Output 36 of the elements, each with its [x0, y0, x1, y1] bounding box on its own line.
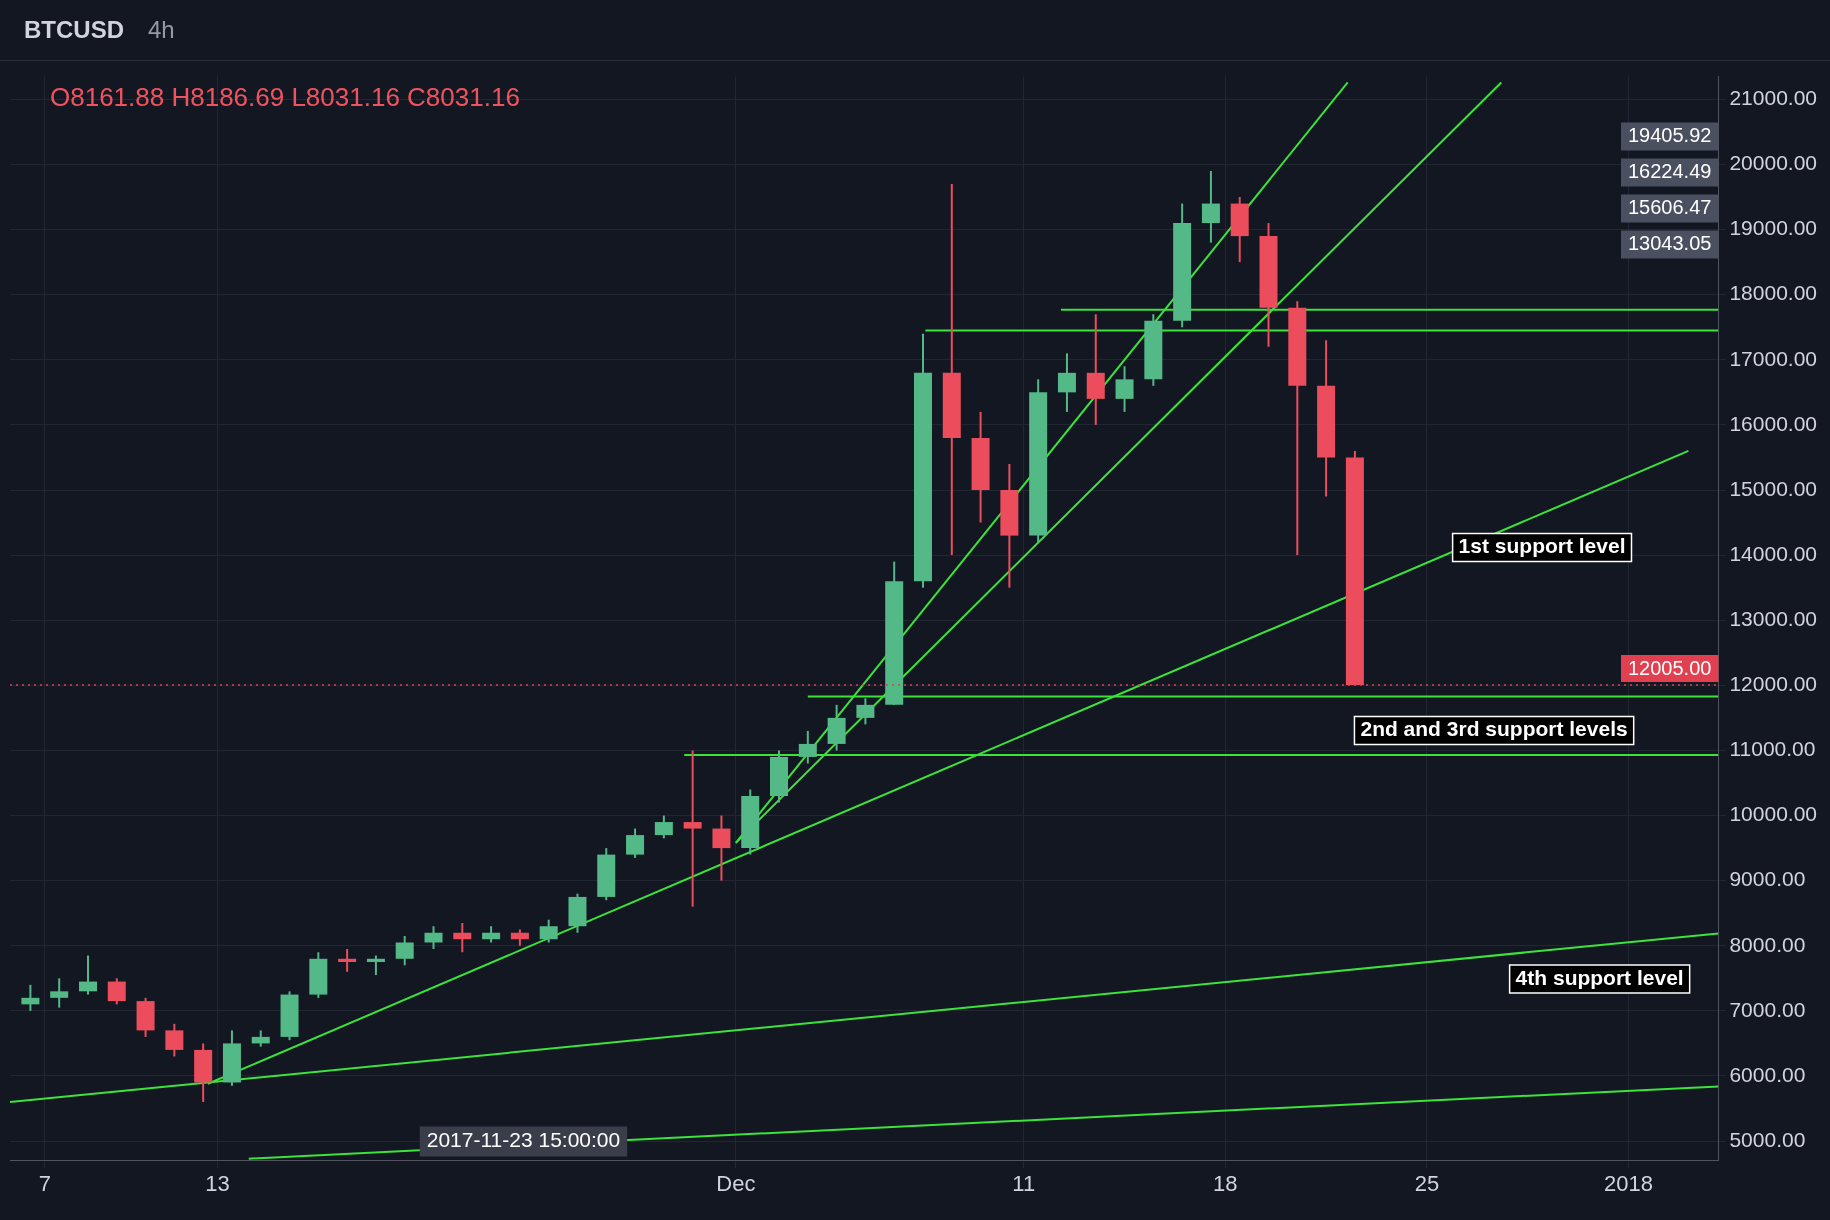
- annotation: 4th support level: [1515, 965, 1684, 989]
- y-tick-label: 20000.00: [1729, 151, 1817, 175]
- y-tick-label: 13000.00: [1729, 607, 1817, 631]
- annotation: O8161.88 H8186.69 L8031.16 C8031.16: [50, 81, 520, 112]
- x-tick-label: 2018: [1603, 1170, 1653, 1196]
- chart-title: BTCUSD: [24, 16, 124, 44]
- annotation: 19405.92: [1627, 124, 1712, 147]
- y-tick-label: 17000.00: [1729, 346, 1817, 370]
- y-tick-label: 21000.00: [1729, 86, 1817, 110]
- y-tick-label: 15000.00: [1729, 476, 1817, 500]
- y-tick-label: 12000.00: [1729, 672, 1817, 696]
- y-tick-label: 11000.00: [1729, 737, 1816, 761]
- annotation: 15606.47: [1627, 196, 1712, 219]
- x-tick-label: 7: [38, 1170, 51, 1196]
- y-tick-label: 8000.00: [1729, 932, 1806, 956]
- y-tick-label: 14000.00: [1729, 541, 1817, 565]
- x-tick-label: 11: [1012, 1170, 1036, 1196]
- x-tick-label: Dec: [716, 1170, 756, 1196]
- y-tick-label: 19000.00: [1729, 216, 1817, 240]
- x-tick-label: 25: [1414, 1170, 1440, 1196]
- y-tick-label: 16000.00: [1729, 411, 1817, 435]
- x-tick-label: 18: [1213, 1170, 1238, 1196]
- y-tick-label: 6000.00: [1729, 1062, 1806, 1086]
- x-tick-label: 13: [205, 1170, 230, 1196]
- y-tick-label: 5000.00: [1729, 1127, 1806, 1151]
- annotation: 16224.49: [1627, 160, 1712, 183]
- ref-line-label: 12005.00: [1627, 656, 1712, 679]
- y-tick-label: 9000.00: [1729, 867, 1806, 891]
- annotation: 2017-11-23 15:00:00: [426, 1128, 621, 1152]
- y-tick-label: 7000.00: [1729, 997, 1806, 1021]
- chart-subtitle: 4h: [148, 16, 175, 44]
- annotation: 2nd and 3rd support levels: [1360, 717, 1628, 741]
- y-tick-label: 18000.00: [1729, 281, 1817, 305]
- y-tick-label: 10000.00: [1729, 802, 1817, 826]
- annotation: 1st support level: [1458, 534, 1626, 558]
- annotation: 13043.05: [1627, 232, 1712, 255]
